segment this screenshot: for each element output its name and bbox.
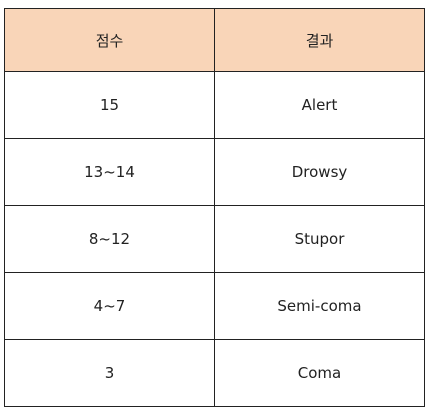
score-cell: 3: [4, 339, 215, 407]
score-result-table-container: 점수 결과 15 Alert 13~14 Drowsy 8~12 Stupor …: [4, 8, 425, 407]
header-score: 점수: [4, 8, 215, 72]
score-cell: 15: [4, 71, 215, 139]
table-row: 15 Alert: [4, 71, 425, 139]
score-cell: 4~7: [4, 272, 215, 340]
header-result: 결과: [214, 8, 425, 72]
table-row: 13~14 Drowsy: [4, 138, 425, 206]
score-cell: 8~12: [4, 205, 215, 273]
table-header-row: 점수 결과: [4, 8, 425, 72]
table-row: 4~7 Semi-coma: [4, 272, 425, 340]
result-cell: Semi-coma: [214, 272, 425, 340]
score-cell: 13~14: [4, 138, 215, 206]
result-cell: Stupor: [214, 205, 425, 273]
result-cell: Alert: [214, 71, 425, 139]
score-result-table: 점수 결과 15 Alert 13~14 Drowsy 8~12 Stupor …: [4, 8, 425, 407]
result-cell: Drowsy: [214, 138, 425, 206]
result-cell: Coma: [214, 339, 425, 407]
table-row: 8~12 Stupor: [4, 205, 425, 273]
table-row: 3 Coma: [4, 339, 425, 407]
